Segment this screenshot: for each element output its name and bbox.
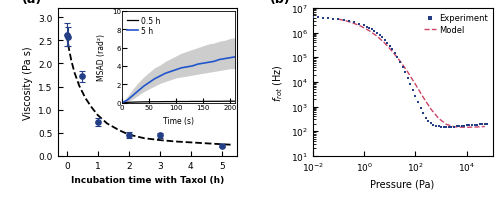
Model [351,23,357,25]
Model [436,118,442,120]
Line: Model: Model [338,20,485,128]
Experiment [430,124,438,127]
Experiment [324,17,332,21]
Experiment [434,125,442,128]
Model [482,126,488,128]
Experiment [406,83,414,86]
Experiment [419,112,427,115]
Experiment [319,17,327,20]
Model [343,21,349,23]
Model [366,30,372,33]
Experiment [460,125,468,128]
Experiment [396,61,404,64]
Experiment [383,42,391,45]
Model [382,43,388,45]
Experiment [370,30,378,33]
Experiment [416,107,424,110]
X-axis label: Incubation time with Taxol (h): Incubation time with Taxol (h) [71,175,224,184]
Experiment [473,123,481,126]
Text: (a): (a) [22,0,42,6]
Experiment [404,77,412,80]
Experiment [481,123,489,126]
Experiment [330,18,338,21]
Experiment [355,23,363,26]
Experiment [391,52,399,55]
Experiment [470,124,478,127]
Experiment [422,116,430,120]
Model [474,126,480,129]
Model [458,126,464,129]
Experiment [340,19,347,22]
Experiment [450,125,458,129]
Experiment [466,124,473,127]
Experiment [452,125,460,128]
Experiment [365,27,373,30]
Experiment [388,48,396,52]
Experiment [478,123,486,126]
Experiment [409,89,417,92]
Model [451,126,457,128]
Experiment [484,122,492,126]
Model [444,123,450,126]
Experiment [334,18,342,22]
Experiment [476,123,484,126]
Experiment [455,125,463,128]
Experiment [440,126,448,129]
Model [336,19,342,21]
Experiment [427,122,435,125]
Y-axis label: $f_{rot}$ (Hz): $f_{rot}$ (Hz) [272,64,285,101]
Model [412,84,418,86]
Experiment [458,125,466,128]
Model [405,72,411,74]
Model [390,51,396,53]
Experiment [432,125,440,128]
Model [374,36,380,38]
Experiment [445,126,453,129]
Experiment [308,16,316,19]
Experiment [360,25,368,28]
Text: (b): (b) [270,0,290,6]
Model [466,126,472,129]
Model [428,108,434,111]
Experiment [314,16,322,20]
Experiment [350,21,358,25]
Experiment [373,32,381,35]
Legend: Experiment, Model: Experiment, Model [423,13,488,35]
Y-axis label: Viscosity (Pa s): Viscosity (Pa s) [22,46,32,119]
Experiment [376,34,384,37]
Experiment [463,124,471,127]
Experiment [394,56,402,60]
Model [397,60,403,63]
Experiment [401,71,409,74]
Experiment [412,95,420,98]
Experiment [378,36,386,39]
Experiment [424,120,432,123]
Experiment [368,28,376,32]
Experiment [386,45,394,48]
Experiment [344,20,352,23]
Model [420,96,426,99]
Experiment [380,39,388,42]
X-axis label: Pressure (Pa): Pressure (Pa) [370,179,434,189]
Experiment [448,126,456,129]
Experiment [362,26,370,29]
Experiment [414,101,422,104]
Experiment [468,124,476,127]
Experiment [398,66,406,69]
Model [358,26,364,29]
Experiment [442,126,450,129]
Experiment [437,126,445,129]
